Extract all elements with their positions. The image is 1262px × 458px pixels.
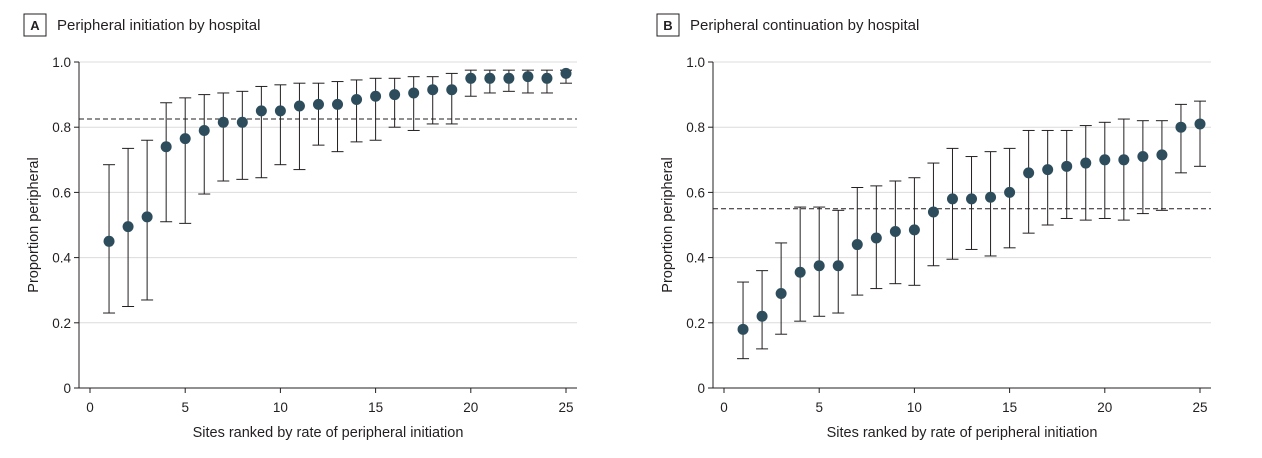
y-tick-label: 0.8 [52, 120, 71, 135]
panel-letter: B [663, 18, 672, 33]
data-point [293, 100, 305, 112]
x-tick-label: 25 [558, 400, 573, 415]
data-point [103, 235, 115, 247]
x-axis-title: Sites ranked by rate of peripheral initi… [193, 425, 464, 441]
y-tick-label: 1.0 [686, 55, 705, 70]
panel-b: B Peripheral continuation by hospital 0 0.2… [656, 13, 1211, 441]
data-point [1118, 154, 1130, 166]
data-point [985, 191, 997, 203]
data-point [775, 287, 787, 299]
data-point [1004, 186, 1016, 198]
y-tick-label: 0.4 [686, 251, 705, 266]
x-tick-label: 20 [463, 400, 478, 415]
data-point [217, 116, 229, 128]
data-point [1061, 160, 1073, 172]
data-point [1156, 149, 1168, 161]
data-point [966, 193, 978, 205]
y-tick-label: 0.2 [52, 316, 71, 331]
y-tick-label: 1.0 [52, 55, 71, 70]
panel-a: A Peripheral initiation by hospital 0 0.2 0.… [23, 13, 577, 441]
y-axis-title: Proportion peripheral [660, 157, 676, 292]
data-point [1175, 121, 1187, 133]
x-tick-label: 10 [273, 400, 288, 415]
data-point [794, 266, 806, 278]
data-point [351, 93, 363, 105]
data-point [389, 89, 401, 101]
data-point [427, 84, 439, 96]
data-point [446, 84, 458, 96]
y-tick-label: 0.6 [52, 185, 71, 200]
data-point [889, 226, 901, 238]
data-point [274, 105, 286, 117]
data-point [236, 116, 248, 128]
data-point [908, 224, 920, 236]
data-point [1137, 151, 1149, 163]
data-point [408, 87, 420, 99]
data-point [737, 323, 749, 335]
data-point [160, 141, 172, 153]
panel-letter: A [30, 18, 40, 33]
x-tick-label: 15 [1002, 400, 1017, 415]
x-axis-title: Sites ranked by rate of peripheral initi… [827, 425, 1098, 441]
x-tick-label: 10 [907, 400, 922, 415]
x-tick-label: 5 [181, 400, 189, 415]
data-point [832, 260, 844, 272]
data-point [179, 133, 191, 145]
data-point [370, 90, 382, 102]
data-point [560, 67, 572, 79]
y-tick-label: 0 [697, 381, 705, 396]
panel-label-box [656, 13, 680, 37]
chart-title: Peripheral continuation by hospital [690, 17, 919, 34]
x-tick-label: 25 [1192, 400, 1207, 415]
data-point [198, 124, 210, 136]
data-point [141, 211, 153, 223]
x-tick-label: 5 [815, 400, 823, 415]
data-point [813, 260, 825, 272]
data-point [312, 98, 324, 110]
data-point [465, 72, 477, 84]
x-tick-label: 0 [720, 400, 728, 415]
y-tick-label: 0.8 [686, 120, 705, 135]
y-tick-label: 0 [63, 381, 71, 396]
data-point [122, 221, 134, 233]
chart-title: Peripheral initiation by hospital [57, 17, 260, 34]
data-point [332, 98, 344, 110]
data-point [851, 239, 863, 251]
data-point [1194, 118, 1206, 130]
data-point [946, 193, 958, 205]
data-point [484, 72, 496, 84]
x-tick-label: 15 [368, 400, 383, 415]
x-tick-label: 0 [86, 400, 94, 415]
data-point [1080, 157, 1092, 169]
y-tick-label: 0.6 [686, 185, 705, 200]
y-axis-title: Proportion peripheral [26, 157, 42, 292]
y-tick-label: 0.4 [52, 251, 71, 266]
panel-label-box [23, 13, 47, 37]
data-point [1099, 154, 1111, 166]
data-point [541, 72, 553, 84]
data-point [522, 71, 534, 83]
data-point [503, 72, 515, 84]
data-point [1042, 164, 1054, 176]
x-tick-label: 20 [1097, 400, 1112, 415]
data-point [870, 232, 882, 244]
data-point [255, 105, 267, 117]
data-point [927, 206, 939, 218]
y-tick-label: 0.2 [686, 316, 705, 331]
data-point [756, 310, 768, 322]
data-point [1023, 167, 1035, 179]
